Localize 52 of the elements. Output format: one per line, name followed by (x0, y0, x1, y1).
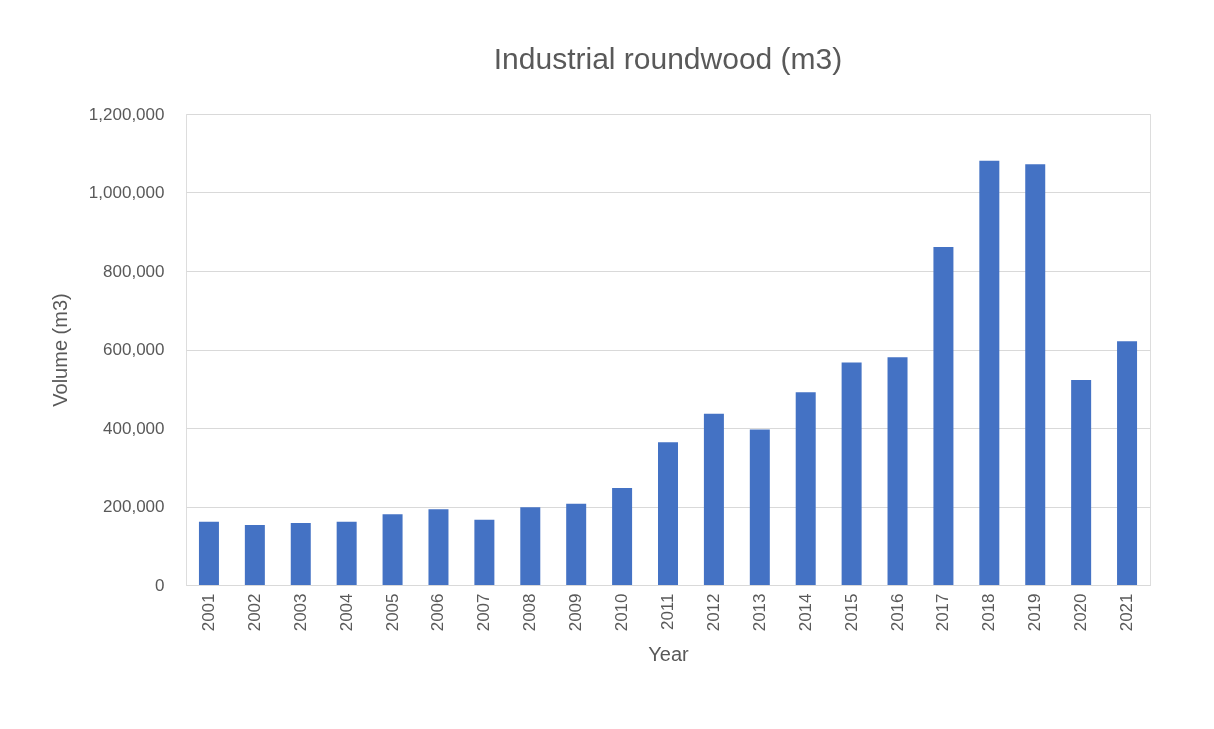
x-tick-label: 2014 (795, 593, 815, 632)
x-tick-label: 2012 (703, 593, 723, 632)
bar (290, 522, 311, 585)
x-axis-title: Year (648, 643, 690, 666)
bar (1071, 380, 1092, 585)
bar (566, 503, 587, 585)
bar (841, 362, 862, 585)
bar (979, 160, 1000, 585)
bar (749, 429, 770, 585)
bar (658, 442, 678, 585)
x-tick-label: 2007 (474, 593, 494, 632)
y-tick-label: 400,000 (103, 418, 165, 438)
bar (1025, 164, 1046, 585)
x-tick-label: 2019 (1025, 593, 1045, 632)
y-tick-label: 0 (155, 575, 165, 595)
bar (520, 507, 541, 585)
x-tick-label: 2020 (1071, 593, 1091, 632)
y-axis-title: Volume (m3) (48, 293, 71, 407)
x-tick-label: 2013 (749, 593, 769, 632)
y-tick-label: 1,000,000 (88, 183, 165, 202)
x-tick-label: 2016 (887, 593, 907, 632)
bar (1117, 341, 1138, 585)
bar (336, 521, 357, 585)
x-tick-label: 2006 (428, 593, 448, 632)
bar (382, 514, 403, 585)
bar (198, 521, 219, 585)
y-tick-label: 800,000 (103, 261, 165, 281)
bar (474, 519, 495, 585)
x-tick-label: 2003 (290, 593, 310, 632)
bar (244, 524, 265, 585)
y-tick-label: 600,000 (103, 340, 165, 359)
x-tick-label: 2004 (336, 593, 356, 632)
x-tick-label: 2005 (382, 593, 402, 632)
bar (428, 509, 449, 585)
x-tick-label: 2017 (933, 593, 953, 632)
x-tick-label: 2002 (244, 593, 264, 632)
x-tick-label: 2018 (979, 593, 999, 632)
bar (933, 247, 954, 585)
bar (887, 357, 908, 585)
bar (703, 413, 724, 585)
y-tick-label: 1,200,000 (88, 104, 165, 124)
x-tick-label: 2015 (841, 593, 861, 632)
bar (795, 392, 816, 585)
x-tick-label: 2010 (612, 593, 632, 632)
x-tick-label: 2021 (1117, 593, 1137, 632)
x-tick-label: 2008 (520, 593, 540, 632)
x-tick-label: 2001 (198, 593, 218, 632)
chart-title: Industrial roundwood (m3) (493, 42, 843, 75)
x-tick-label: 2011 (658, 593, 677, 631)
y-tick-label: 200,000 (103, 497, 165, 516)
bar (612, 488, 633, 585)
x-tick-label: 2009 (566, 593, 586, 632)
